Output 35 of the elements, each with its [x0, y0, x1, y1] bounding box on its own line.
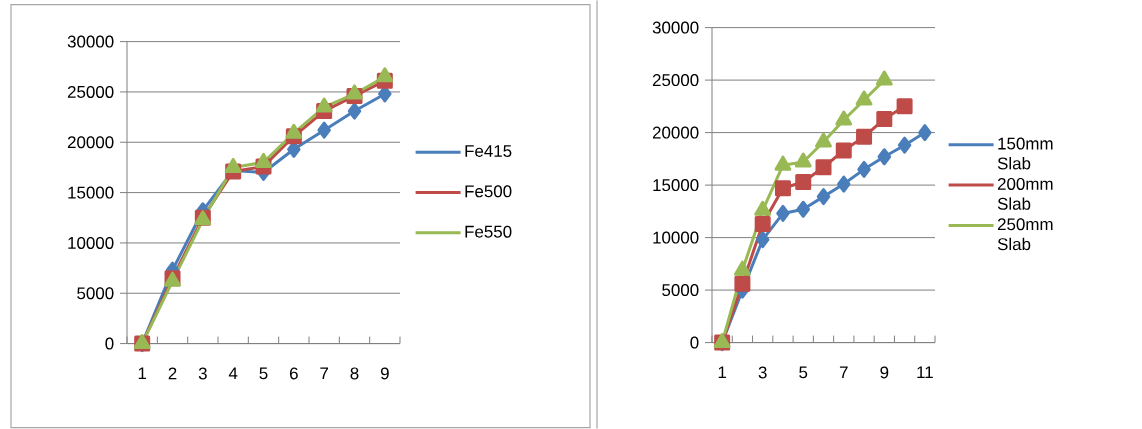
x-tick-label: 11	[917, 366, 933, 378]
x-tick-label: 7	[320, 367, 329, 379]
x-tick-label: 9	[880, 366, 889, 379]
y-tick-label: 25000	[67, 85, 114, 98]
x-tick-label: 7	[839, 366, 848, 378]
x-tick-label: 8	[350, 367, 359, 380]
y-tick-label: 25000	[652, 74, 699, 87]
y-tick-label: 15000	[68, 186, 114, 199]
legend-label: 150mm Slab	[997, 137, 1053, 170]
y-tick-label: 10000	[68, 236, 114, 249]
y-tick-label: 15000	[653, 179, 699, 191]
y-tick-label: 0	[690, 336, 699, 349]
y-tick-label: 10000	[653, 231, 699, 244]
x-tick-label: 1	[718, 366, 727, 378]
x-tick-label: 4	[228, 367, 238, 379]
y-tick-label: 20000	[67, 136, 114, 149]
x-tick-label: 6	[289, 367, 298, 380]
x-tick-label: 2	[168, 367, 177, 380]
legend-label: Fe550	[465, 225, 512, 238]
legend-label: 250mm Slab	[997, 218, 1053, 251]
legend-label: 200mm Slab	[997, 177, 1053, 210]
y-tick-label: 5000	[662, 284, 699, 296]
legend-label: Fe500	[465, 185, 512, 198]
x-tick-label: 5	[259, 367, 268, 380]
x-tick-label: 9	[380, 367, 389, 380]
x-tick-label: 1	[138, 367, 147, 379]
y-tick-label: 30000	[652, 21, 699, 34]
y-tick-label: 0	[105, 337, 114, 350]
y-tick-label: 20000	[652, 126, 699, 139]
y-tick-label: 30000	[67, 35, 114, 48]
y-tick-label: 5000	[77, 287, 114, 300]
x-tick-label: 3	[758, 366, 767, 379]
x-tick-label: 3	[198, 367, 207, 380]
x-tick-label: 5	[799, 366, 808, 379]
legend-label: Fe415	[465, 145, 512, 157]
